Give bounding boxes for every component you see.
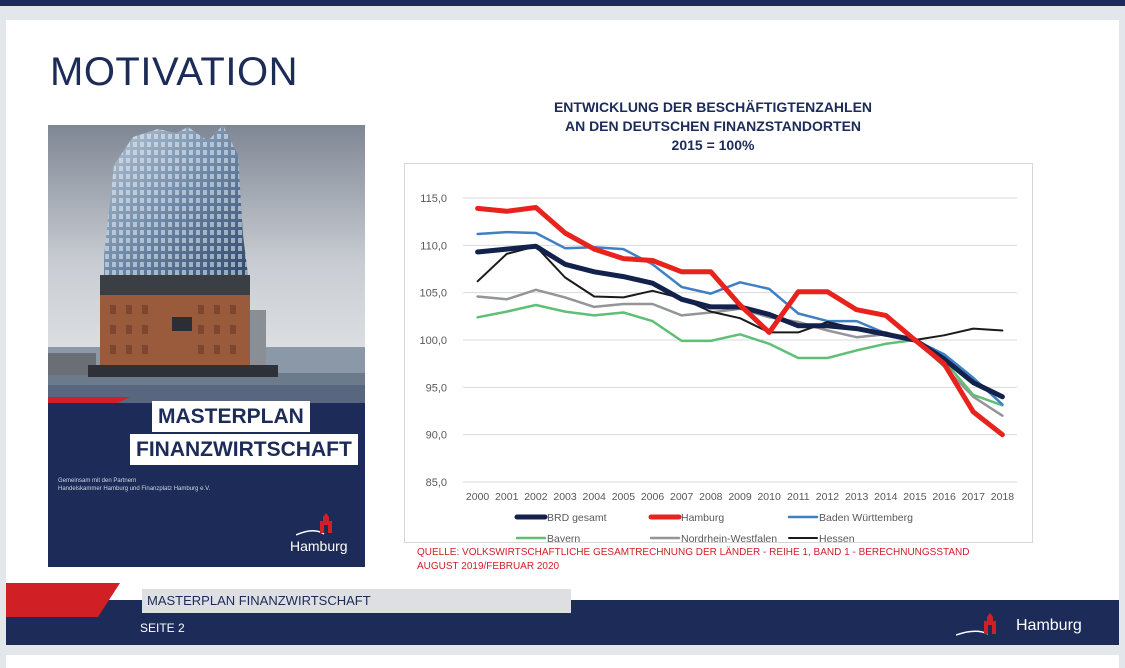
cover-hamburg-logo-text: Hamburg — [290, 538, 348, 554]
x-tick-label: 2018 — [991, 491, 1015, 503]
legend-item: BRD gesamt — [514, 512, 607, 524]
footer-title: MASTERPLAN FINANZWIRTSCHAFT — [142, 589, 571, 613]
y-tick-label: 85,0 — [426, 477, 447, 489]
cover-partner-line2: Handelskammer Hamburg und Finanzplatz Ha… — [58, 486, 211, 492]
legend-item: Hessen — [788, 533, 855, 545]
hamburg-castle-icon — [956, 613, 996, 636]
source-line2: AUGUST 2019/FEBRUAR 2020 — [417, 561, 560, 572]
footer-hamburg-logo-text: Hamburg — [1016, 617, 1082, 634]
hamburg-castle-icon — [296, 513, 332, 536]
legend-label: BRD gesamt — [547, 512, 607, 524]
x-tick-label: 2005 — [612, 491, 636, 503]
slide-heading: MOTIVATION — [50, 50, 298, 94]
legend-item: Baden Württemberg — [787, 512, 913, 524]
footer-page-number: SEITE 2 — [140, 621, 185, 635]
x-tick-label: 2017 — [962, 491, 986, 503]
slide: MOTIVATION — [6, 20, 1119, 645]
x-tick-label: 2012 — [816, 491, 840, 503]
x-tick-label: 2015 — [903, 491, 927, 503]
y-tick-label: 90,0 — [426, 430, 447, 442]
series-line-bayern — [476, 303, 1004, 407]
legend-label: Bayern — [547, 533, 580, 542]
cover-partner-text: Gemeinsam mit den Partnern Handelskammer… — [58, 477, 210, 493]
x-tick-label: 2001 — [495, 491, 519, 503]
elbphilharmonie-photo — [48, 125, 365, 403]
x-tick-label: 2009 — [728, 491, 752, 503]
cover-title-line1: MASTERPLAN — [152, 401, 310, 432]
x-tick-label: 2014 — [874, 491, 898, 503]
top-bar — [0, 0, 1125, 6]
legend-label: Baden Württemberg — [819, 512, 913, 524]
chart-source: QUELLE: VOLKSWIRTSCHAFTLICHE GESAMTRECHN… — [417, 546, 970, 574]
next-slide-edge — [6, 655, 1119, 668]
x-tick-label: 2008 — [699, 491, 723, 503]
y-tick-label: 95,0 — [426, 382, 447, 394]
x-tick-label: 2003 — [553, 491, 577, 503]
chart-title: ENTWICKLUNG DER BESCHÄFTIGTENZAHLEN AN D… — [466, 98, 960, 155]
series-line-hamburg — [475, 205, 1005, 438]
x-tick-label: 2016 — [932, 491, 956, 503]
legend-label: Hessen — [819, 533, 855, 542]
x-tick-label: 2010 — [757, 491, 781, 503]
x-tick-label: 2004 — [583, 491, 607, 503]
x-tick-label: 2000 — [466, 491, 490, 503]
cover-partner-line1: Gemeinsam mit den Partnern — [58, 478, 137, 484]
legend-item: Bayern — [515, 533, 580, 545]
cover-title-line2: FINANZWIRTSCHAFT — [130, 434, 358, 465]
legend-label: Hamburg — [681, 512, 724, 524]
source-line1: QUELLE: VOLKSWIRTSCHAFTLICHE GESAMTRECHN… — [417, 547, 970, 558]
chart-title-line1: ENTWICKLUNG DER BESCHÄFTIGTENZAHLEN — [553, 99, 873, 115]
y-tick-label: 100,0 — [419, 335, 447, 347]
legend-label: Nordrhein-Westfalen — [681, 533, 777, 542]
chart-title-line2: AN DEN DEUTSCHEN FINANZSTANDORTEN — [564, 118, 862, 134]
x-tick-label: 2002 — [524, 491, 548, 503]
x-tick-label: 2011 — [787, 491, 810, 503]
chart-frame: 85,0 90,0 95,0 100,0 105,0 110,0 115,0 2000 200… — [404, 163, 1033, 545]
x-tick-label: 2006 — [641, 491, 665, 503]
legend-item: Hamburg — [648, 512, 724, 524]
x-tick-label: 2013 — [845, 491, 869, 503]
legend-item: Nordrhein-Westfalen — [649, 533, 777, 545]
line-chart: 85,0 90,0 95,0 100,0 105,0 110,0 115,0 2000 200… — [419, 193, 1017, 545]
chart-title-line3: 2015 = 100% — [671, 137, 755, 153]
masterplan-cover-image: MASTERPLAN FINANZWIRTSCHAFT Gemeinsam mi… — [48, 125, 365, 567]
y-tick-label: 115,0 — [420, 193, 447, 205]
y-tick-label: 110,0 — [420, 240, 447, 252]
footer-red-accent — [6, 583, 120, 617]
y-tick-label: 105,0 — [419, 288, 447, 300]
x-tick-label: 2007 — [670, 491, 694, 503]
